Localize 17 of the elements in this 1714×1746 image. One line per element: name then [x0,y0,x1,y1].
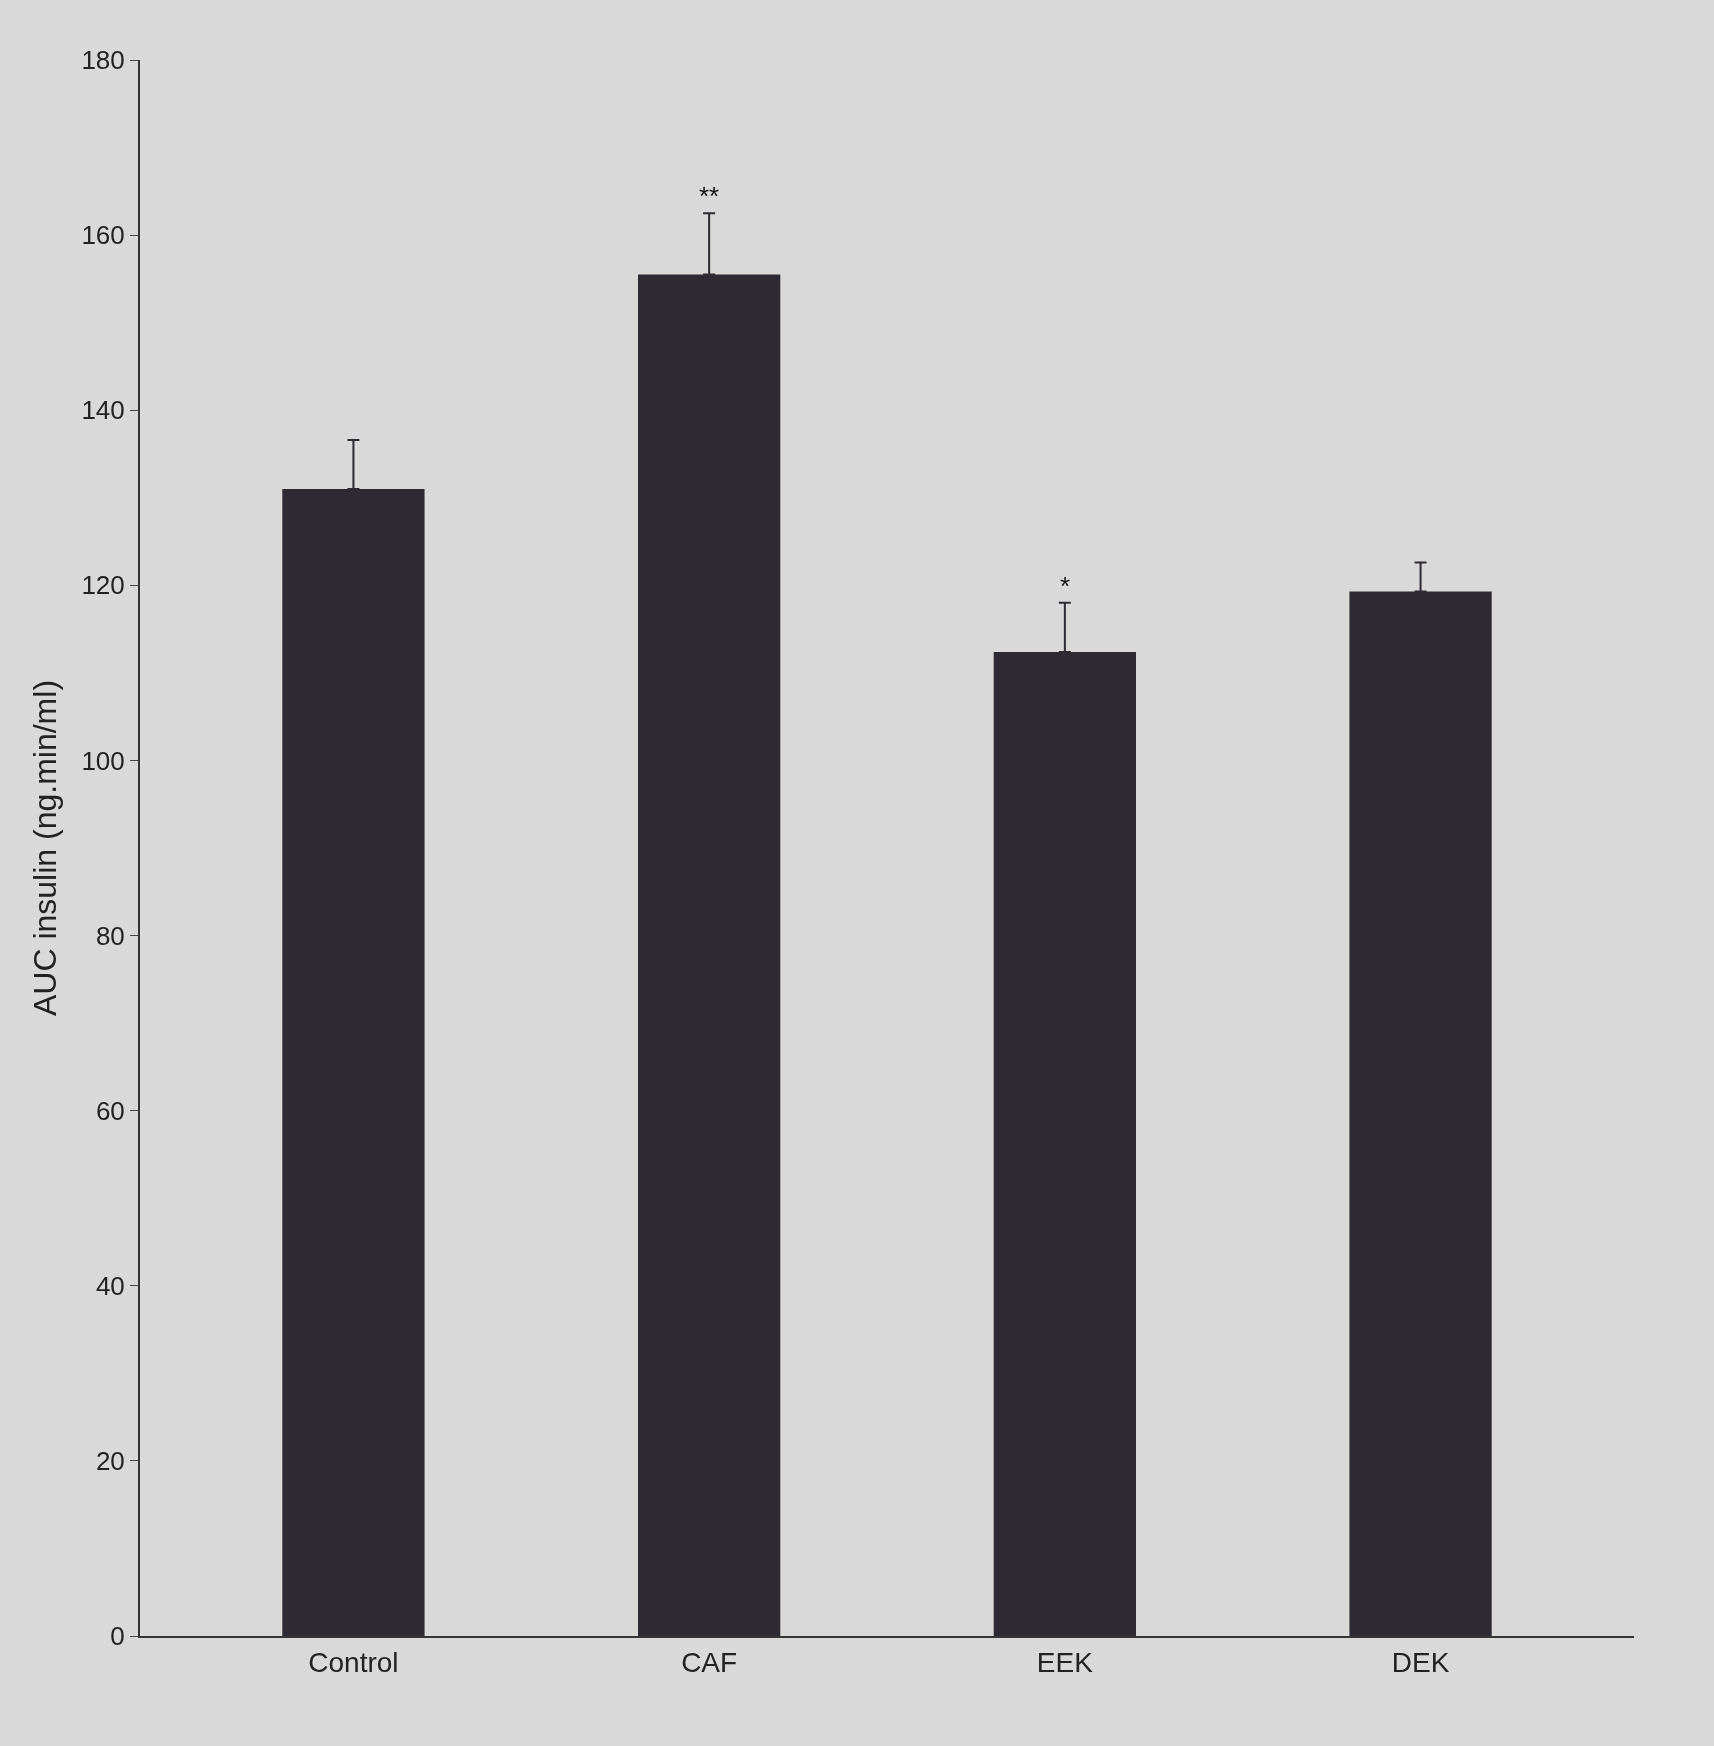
y-tick-label: 160 [81,220,125,251]
annotation: * [1060,571,1071,601]
y-tick-label: 20 [95,1445,125,1476]
annotation: ** [699,181,720,211]
y-tick-label: 100 [81,745,125,776]
y-axis-title: AUC insulin (ng.min/ml) [27,679,64,1017]
x-tick-label: DEK [1391,1646,1450,1678]
x-tick-label: Control [308,1646,399,1678]
y-tick-label: 80 [95,920,125,951]
x-tick-label: EEK [1036,1646,1094,1678]
y-tick-label: 40 [95,1270,125,1301]
y-tick-label: 60 [95,1095,125,1126]
y-tick-label: 140 [81,395,125,426]
y-tick-label: 180 [81,45,125,76]
y-tick-label: 0 [110,1621,125,1652]
y-tick-label: 120 [81,570,125,601]
x-tick-label: CAF [681,1646,738,1678]
